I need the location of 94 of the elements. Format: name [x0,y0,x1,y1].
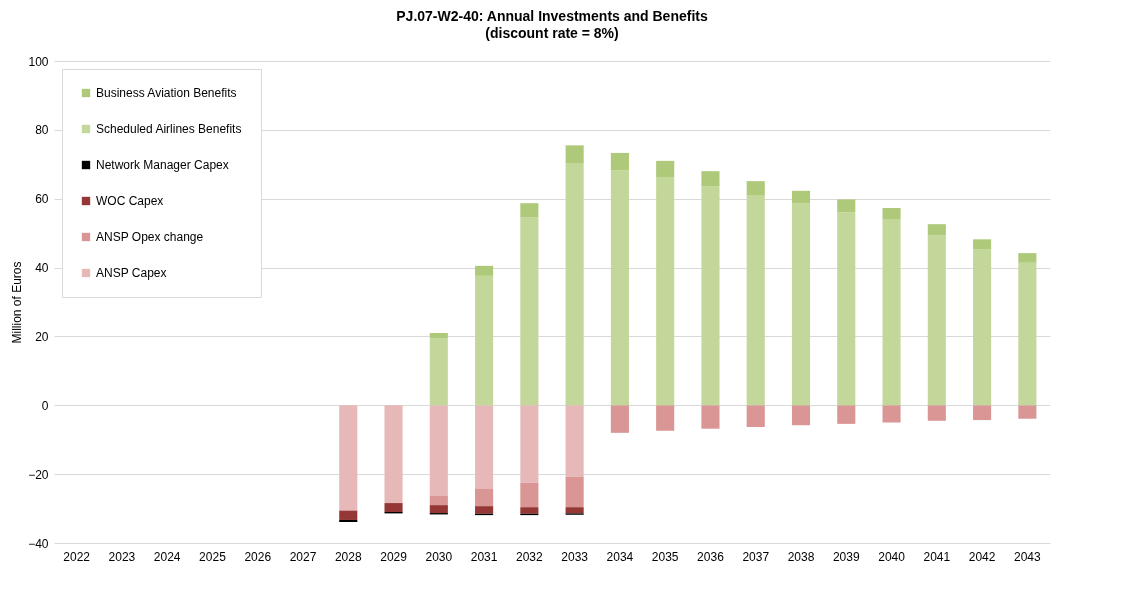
x-tick-label: 2023 [108,549,136,564]
bar [973,405,992,421]
bar [339,519,358,522]
legend-label: ANSP Opex change [96,230,204,244]
bar [610,405,629,433]
bar [837,212,856,406]
y-tick-label: −20 [28,467,49,482]
bar [927,224,946,236]
legend-label: Business Aviation Benefits [96,86,237,100]
bar [339,510,358,520]
bar [475,506,494,514]
x-tick-label: 2037 [742,549,770,564]
bar [837,405,856,424]
bar [429,495,448,506]
x-tick-label: 2041 [923,549,951,564]
bar [791,203,811,406]
x-tick-label: 2025 [199,549,227,564]
y-tick-label: 80 [35,123,49,138]
bar [791,405,811,426]
bar [384,405,403,504]
x-tick-label: 2030 [425,549,453,564]
x-tick-label: 2028 [334,549,362,564]
bar [565,476,584,508]
bar [1018,262,1037,406]
x-tick-label: 2042 [968,549,996,564]
bar [656,177,675,406]
x-tick-label: 2024 [153,549,181,564]
bar [701,186,720,406]
y-tick-label: 40 [35,261,49,276]
x-tick-label: 2027 [289,549,317,564]
bar [475,405,494,489]
bar [520,217,539,406]
x-tick-label: 2040 [878,549,906,564]
bar [520,203,539,218]
bar [475,488,494,507]
bar [520,507,539,514]
bar [701,405,720,429]
bar [837,199,856,213]
bar [656,160,675,178]
bar [791,190,811,204]
bar [565,507,584,514]
x-tick-label: 2031 [470,549,498,564]
bar [882,405,901,423]
bar [429,338,448,406]
bar [429,405,448,496]
x-tick-label: 2034 [606,549,634,564]
x-tick-label: 2039 [832,549,860,564]
legend-label: Network Manager Capex [96,158,229,172]
bar [927,235,946,406]
bar [927,405,946,421]
y-axis-title: Million of Euros [10,261,25,344]
y-tick-label: −40 [28,536,49,551]
bar [882,219,901,406]
x-tick-label: 2043 [1014,549,1042,564]
x-tick-label: 2033 [561,549,589,564]
bar [384,503,403,513]
bar [746,405,765,427]
x-tick-label: 2035 [651,549,679,564]
x-tick-label: 2026 [244,549,272,564]
bar [429,332,448,339]
bar [475,265,494,276]
bar [520,405,539,483]
x-tick-label: 2029 [380,549,408,564]
chart-subtitle: (discount rate = 8%) [485,25,619,41]
bar [339,405,358,511]
y-tick-label: 100 [28,54,49,69]
bar [973,239,992,250]
y-tick-label: 60 [35,192,49,207]
bar [565,163,584,406]
x-tick-label: 2038 [787,549,815,564]
bar [746,195,765,406]
legend-label: Scheduled Airlines Benefits [96,122,242,136]
x-tick-label: 2036 [697,549,725,564]
bar [656,405,675,431]
bar [429,505,448,514]
bar [882,208,901,220]
bar [475,275,494,406]
bar [973,249,992,406]
legend-label: ANSP Capex [96,266,167,280]
bar [565,405,584,477]
bar [701,171,720,187]
y-tick-label: 20 [35,329,49,344]
x-tick-label: 2022 [63,549,91,564]
x-tick-label: 2032 [516,549,544,564]
bar [746,181,765,196]
bar [610,170,629,406]
bar [1018,405,1037,419]
bar [1018,253,1037,263]
bar [520,482,539,508]
y-tick-label: 0 [41,398,49,413]
bar [610,152,629,171]
legend-label: WOC Capex [96,194,164,208]
chart-title: PJ.07-W2-40: Annual Investments and Benefits [396,8,708,24]
bar [565,145,584,164]
